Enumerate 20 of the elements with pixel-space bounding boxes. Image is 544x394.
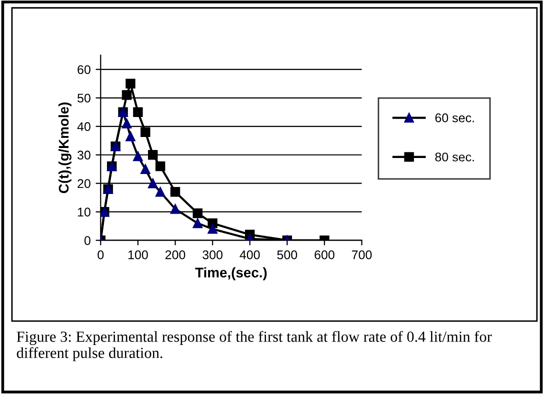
y-tick-label: 20 bbox=[78, 179, 90, 188]
y-tick-label: 30 bbox=[77, 150, 90, 160]
x-tick-label: 0 bbox=[98, 250, 104, 260]
x-tick-label: 500 bbox=[277, 250, 298, 260]
y-tick-label: 50 bbox=[78, 94, 90, 103]
y-tick-label: 0 bbox=[84, 236, 90, 245]
y-tick-label: 10 bbox=[78, 208, 90, 217]
y-axis-title: C(t),(g/Kmole) bbox=[58, 102, 72, 194]
y-tick-label: 40 bbox=[77, 122, 90, 132]
x-axis-title: Time,(sec.) bbox=[195, 267, 267, 280]
x-tick-label: 600 bbox=[314, 250, 334, 260]
y-tick-label: 60 bbox=[78, 65, 90, 74]
legend-label: 80 sec. bbox=[435, 152, 474, 162]
x-tick-label: 100 bbox=[128, 250, 148, 260]
legend-label: 60 sec. bbox=[435, 113, 474, 122]
x-tick-label: 200 bbox=[165, 250, 186, 260]
x-tick-label: 400 bbox=[240, 250, 260, 260]
x-tick-label: 700 bbox=[352, 250, 372, 260]
x-tick-label: 300 bbox=[202, 250, 222, 260]
caption: Figure 3: Experimental response of the first tank at flow rate of 0.4 lit/min for different pulse duration. bbox=[16, 330, 492, 362]
